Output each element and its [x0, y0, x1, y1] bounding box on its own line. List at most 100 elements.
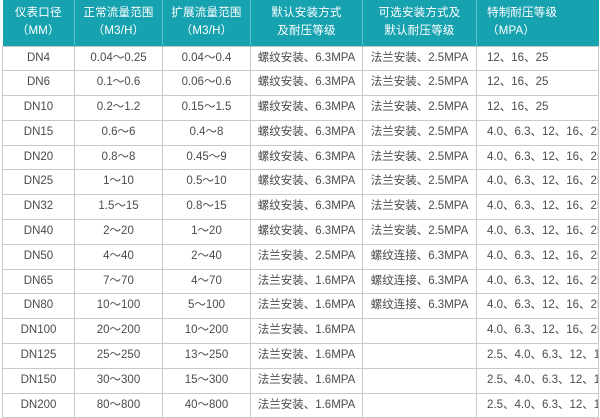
cell-extended-flow: 40～800	[162, 392, 251, 418]
cell-special-pressure: 4.0、6.3、12、16、25	[476, 268, 599, 295]
column-header-normal-flow: 正常流量范围 （M3/H）	[74, 0, 163, 46]
cell-normal-flow: 0.04～0.25	[74, 45, 163, 72]
cell-default-install: 螺纹安装、6.3MPA	[250, 194, 363, 221]
cell-special-pressure: 4.0、6.3、12、16、25	[476, 194, 599, 221]
table-row: DN80 10～100 5～100 法兰安装、1.6MPA 螺纹连接、6.3MPA 4.0…	[2, 293, 599, 320]
cell-optional-install: 法兰安装、2.5MPA	[362, 144, 477, 171]
cell-special-pressure: 4.0、6.3、12、16、25	[476, 293, 599, 320]
cell-optional-install: 法兰安装、2.5MPA	[362, 119, 477, 146]
cell-caliber: DN4	[2, 45, 75, 72]
cell-normal-flow: 0.6～6	[74, 119, 163, 146]
column-header-extended-flow-line1: 扩展流量范围	[171, 6, 242, 19]
cell-normal-flow: 0.1～0.6	[74, 70, 163, 97]
column-header-optional-install-line2: 默认耐压等级	[384, 24, 455, 37]
table-row: DN4 0.04～0.25 0.04～0.4 螺纹安装、6.3MPA 法兰安装、2.5M…	[2, 45, 599, 72]
cell-normal-flow: 1.5～15	[74, 194, 163, 221]
column-header-default-install-line2: 及耐压等级	[277, 24, 336, 37]
cell-caliber: DN65	[2, 268, 75, 295]
cell-default-install: 螺纹安装、6.3MPA	[250, 219, 363, 245]
cell-default-install: 螺纹安装、6.3MPA	[250, 45, 363, 72]
cell-default-install: 法兰安装、2.5MPA	[250, 243, 363, 270]
column-header-optional-install: 可选安装方式及 默认耐压等级	[362, 0, 477, 46]
cell-optional-install	[362, 392, 477, 418]
cell-caliber: DN10	[2, 95, 75, 121]
cell-special-pressure: 2.5、4.0、6.3、12、16	[476, 343, 599, 369]
cell-extended-flow: 0.4～8	[162, 119, 251, 146]
cell-normal-flow: 2～20	[74, 219, 163, 245]
cell-special-pressure: 12、16、25	[476, 95, 599, 121]
cell-special-pressure: 2.5、4.0、6.3、12、16	[476, 392, 599, 418]
cell-optional-install: 法兰安装、2.5MPA	[362, 219, 477, 245]
cell-optional-install: 法兰安装、2.5MPA	[362, 95, 477, 121]
cell-default-install: 法兰安装、1.6MPA	[250, 392, 363, 418]
cell-special-pressure: 4.0、6.3、12、16、25	[476, 144, 599, 171]
column-header-default-install-line1: 默认安装方式	[271, 6, 342, 19]
cell-normal-flow: 4～40	[74, 243, 163, 270]
cell-extended-flow: 5～100	[162, 293, 251, 320]
table-row: DN65 7～70 4～70 法兰安装、1.6MPA 螺纹连接、6.3MPA 4.0、6.…	[2, 268, 599, 295]
cell-default-install: 螺纹安装、6.3MPA	[250, 169, 363, 196]
cell-optional-install: 法兰安装、2.5MPA	[362, 70, 477, 97]
column-header-special-pressure-line2: （MPA）	[487, 24, 536, 37]
cell-extended-flow: 0.5～10	[162, 169, 251, 196]
cell-default-install: 法兰安装、1.6MPA	[250, 268, 363, 295]
table-row: DN100 20～200 10～200 法兰安装、1.6MPA 4.0、6.3、12、1…	[2, 318, 599, 345]
column-header-caliber: 仪表口径 （MM）	[2, 0, 75, 46]
cell-caliber: DN200	[2, 392, 75, 418]
column-header-extended-flow: 扩展流量范围 （M3/H）	[162, 0, 251, 46]
column-header-caliber-line1: 仪表口径	[14, 6, 62, 19]
table-row: DN25 1～10 0.5～10 螺纹安装、6.3MPA 法兰安装、2.5MPA 4.0、…	[2, 169, 599, 196]
column-header-normal-flow-line2: （M3/H）	[92, 24, 145, 37]
cell-default-install: 法兰安装、1.6MPA	[250, 293, 363, 320]
cell-extended-flow: 2～40	[162, 243, 251, 270]
cell-normal-flow: 7～70	[74, 268, 163, 295]
cell-extended-flow: 0.06～0.6	[162, 70, 251, 97]
cell-extended-flow: 0.45～9	[162, 144, 251, 171]
cell-caliber: DN20	[2, 144, 75, 171]
cell-special-pressure: 4.0、6.3、12、16、25	[476, 318, 599, 345]
cell-default-install: 法兰安装、1.6MPA	[250, 318, 363, 345]
cell-default-install: 螺纹安装、6.3MPA	[250, 95, 363, 121]
cell-special-pressure: 4.0、6.3、12、16、25	[476, 119, 599, 146]
column-header-special-pressure-line1: 特制耐压等级	[487, 6, 558, 19]
cell-extended-flow: 0.15～1.5	[162, 95, 251, 121]
cell-caliber: DN50	[2, 243, 75, 270]
cell-optional-install: 螺纹连接、6.3MPA	[362, 268, 477, 295]
column-header-default-install: 默认安装方式 及耐压等级	[250, 0, 363, 46]
cell-default-install: 螺纹安装、6.3MPA	[250, 119, 363, 146]
cell-optional-install: 法兰安装、2.5MPA	[362, 169, 477, 196]
cell-extended-flow: 10～200	[162, 318, 251, 345]
table-row: DN15 0.6～6 0.4～8 螺纹安装、6.3MPA 法兰安装、2.5MPA 4.0、…	[2, 119, 599, 146]
cell-default-install: 法兰安装、1.6MPA	[250, 343, 363, 369]
cell-special-pressure: 2.5、4.0、6.3、12、16	[476, 367, 599, 394]
cell-caliber: DN100	[2, 318, 75, 345]
cell-normal-flow: 10～100	[74, 293, 163, 320]
cell-default-install: 法兰安装、1.6MPA	[250, 367, 363, 394]
column-header-normal-flow-line1: 正常流量范围	[83, 6, 154, 19]
cell-special-pressure: 4.0、6.3、12、16、25	[476, 243, 599, 270]
cell-caliber: DN25	[2, 169, 75, 196]
cell-special-pressure: 12、16、25	[476, 45, 599, 72]
column-header-optional-install-line1: 可选安装方式及	[378, 6, 461, 19]
cell-caliber: DN40	[2, 219, 75, 245]
cell-caliber: DN6	[2, 70, 75, 97]
table-header-row: 仪表口径 （MM） 正常流量范围 （M3/H） 扩展流量范围 （M3/H） 默认…	[2, 0, 599, 46]
cell-caliber: DN15	[2, 119, 75, 146]
cell-optional-install: 法兰安装、2.5MPA	[362, 45, 477, 72]
table-row: DN150 30～300 15～300 法兰安装、1.6MPA 2.5、4.0、6.3、…	[2, 367, 599, 394]
cell-normal-flow: 20～200	[74, 318, 163, 345]
cell-optional-install	[362, 367, 477, 394]
table-row: DN200 80～800 40～800 法兰安装、1.6MPA 2.5、4.0、6.3、…	[2, 392, 599, 418]
cell-special-pressure: 4.0、6.3、12、16、25	[476, 219, 599, 245]
table-row: DN10 0.2～1.2 0.15～1.5 螺纹安装、6.3MPA 法兰安装、2.5MP…	[2, 95, 599, 121]
table-row: DN40 2～20 1～20 螺纹安装、6.3MPA 法兰安装、2.5MPA 4.0、6.…	[2, 219, 599, 245]
cell-normal-flow: 1～10	[74, 169, 163, 196]
table-row: DN20 0.8～8 0.45～9 螺纹安装、6.3MPA 法兰安装、2.5MPA 4.0…	[2, 144, 599, 171]
cell-extended-flow: 4～70	[162, 268, 251, 295]
cell-special-pressure: 4.0、6.3、12、16、25	[476, 169, 599, 196]
table-row: DN6 0.1～0.6 0.06～0.6 螺纹安装、6.3MPA 法兰安装、2.5MPA…	[2, 70, 599, 97]
cell-extended-flow: 13～250	[162, 343, 251, 369]
cell-optional-install: 螺纹连接、6.3MPA	[362, 243, 477, 270]
cell-normal-flow: 0.8～8	[74, 144, 163, 171]
